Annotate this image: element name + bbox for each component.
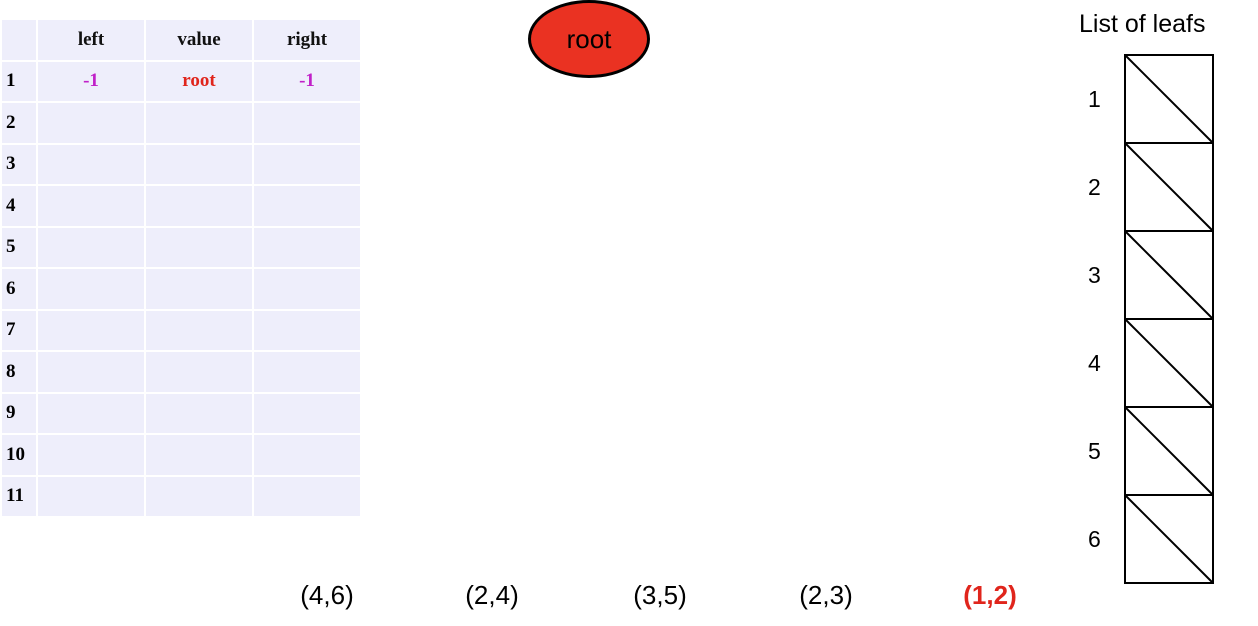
row-index: 10 bbox=[2, 435, 36, 475]
cell-left bbox=[38, 227, 144, 267]
header-value: value bbox=[146, 20, 252, 60]
leaf-slot-index: 3 bbox=[1088, 262, 1101, 288]
cell-left bbox=[38, 144, 144, 184]
edge-pair: (3,5) bbox=[633, 580, 687, 610]
row-index: 3 bbox=[2, 144, 36, 184]
edge-pair: (2,3) bbox=[799, 580, 853, 610]
row-index: 4 bbox=[2, 186, 36, 226]
table-row: 7 bbox=[2, 310, 360, 350]
leaf-slot-null-diagonal bbox=[1124, 406, 1214, 496]
leaf-slot-null-diagonal bbox=[1124, 494, 1214, 584]
row-index: 9 bbox=[2, 393, 36, 433]
cell-right bbox=[254, 310, 360, 350]
leaf-slot: 5 bbox=[1088, 406, 1214, 496]
cell-value bbox=[146, 103, 252, 143]
cell-value: root bbox=[146, 61, 252, 101]
header-right: right bbox=[254, 20, 360, 60]
cell-left bbox=[38, 435, 144, 475]
cell-value bbox=[146, 227, 252, 267]
leaf-slot-null-diagonal bbox=[1124, 318, 1214, 408]
cell-right bbox=[254, 186, 360, 226]
row-index: 1 bbox=[2, 61, 36, 101]
table-row: 8 bbox=[2, 352, 360, 392]
row-index: 7 bbox=[2, 310, 36, 350]
cell-value bbox=[146, 310, 252, 350]
table-row: 6 bbox=[2, 269, 360, 309]
cell-value bbox=[146, 476, 252, 516]
cell-left: -1 bbox=[38, 61, 144, 101]
cell-value bbox=[146, 435, 252, 475]
leaf-slot-index: 6 bbox=[1088, 526, 1101, 552]
cell-value bbox=[146, 393, 252, 433]
leaf-slot: 4 bbox=[1088, 318, 1214, 408]
table-corner bbox=[2, 20, 36, 60]
cell-left bbox=[38, 269, 144, 309]
edge-pair: (1,2) bbox=[963, 580, 1017, 610]
table-row: 4 bbox=[2, 186, 360, 226]
leaf-slot: 2 bbox=[1088, 142, 1214, 232]
leaf-slot-null-diagonal bbox=[1124, 142, 1214, 232]
root-node: root bbox=[528, 0, 650, 78]
table-body: 1 -1 root -1 2 3 4 5 6 7 8 9 10 11 bbox=[2, 61, 360, 516]
leaf-slot: 1 bbox=[1088, 54, 1214, 144]
table-row: 1 -1 root -1 bbox=[2, 61, 360, 101]
node-table: left value right 1 -1 root -1 2 3 4 5 6 7 8 9 10 11 bbox=[0, 18, 362, 518]
root-node-label: root bbox=[566, 23, 612, 54]
cell-right bbox=[254, 227, 360, 267]
cell-value bbox=[146, 144, 252, 184]
cell-left bbox=[38, 476, 144, 516]
header-left: left bbox=[38, 20, 144, 60]
table-row: 10 bbox=[2, 435, 360, 475]
table-row: 3 bbox=[2, 144, 360, 184]
cell-left bbox=[38, 393, 144, 433]
cell-value bbox=[146, 269, 252, 309]
leaf-slot-index: 5 bbox=[1088, 438, 1101, 464]
edge-pair: (2,4) bbox=[465, 580, 519, 610]
row-index: 5 bbox=[2, 227, 36, 267]
row-index: 6 bbox=[2, 269, 36, 309]
leaf-slot-null-diagonal bbox=[1124, 230, 1214, 320]
leaf-list: 1 2 3 4 5 6 bbox=[1088, 54, 1214, 584]
row-index: 8 bbox=[2, 352, 36, 392]
table-row: 5 bbox=[2, 227, 360, 267]
leaf-slot: 3 bbox=[1088, 230, 1214, 320]
cell-right bbox=[254, 476, 360, 516]
table-row: 9 bbox=[2, 393, 360, 433]
cell-right bbox=[254, 435, 360, 475]
cell-right: -1 bbox=[254, 61, 360, 101]
cell-value bbox=[146, 352, 252, 392]
leaf-slot-null-diagonal bbox=[1124, 54, 1214, 144]
cell-left bbox=[38, 186, 144, 226]
table-row: 11 bbox=[2, 476, 360, 516]
cell-left bbox=[38, 103, 144, 143]
row-index: 11 bbox=[2, 476, 36, 516]
edge-pair: (4,6) bbox=[300, 580, 354, 610]
leaf-slot-index: 2 bbox=[1088, 174, 1101, 200]
row-index: 2 bbox=[2, 103, 36, 143]
cell-value bbox=[146, 186, 252, 226]
cell-left bbox=[38, 310, 144, 350]
cell-right bbox=[254, 352, 360, 392]
cell-right bbox=[254, 269, 360, 309]
leaf-slot: 6 bbox=[1088, 494, 1214, 584]
table-row: 2 bbox=[2, 103, 360, 143]
leaf-list-title: List of leafs bbox=[1079, 10, 1206, 38]
leaf-slot-index: 1 bbox=[1088, 86, 1101, 112]
cell-right bbox=[254, 393, 360, 433]
cell-right bbox=[254, 144, 360, 184]
cell-right bbox=[254, 103, 360, 143]
table-header-row: left value right bbox=[2, 20, 360, 60]
leaf-slot-index: 4 bbox=[1088, 350, 1101, 376]
cell-left bbox=[38, 352, 144, 392]
